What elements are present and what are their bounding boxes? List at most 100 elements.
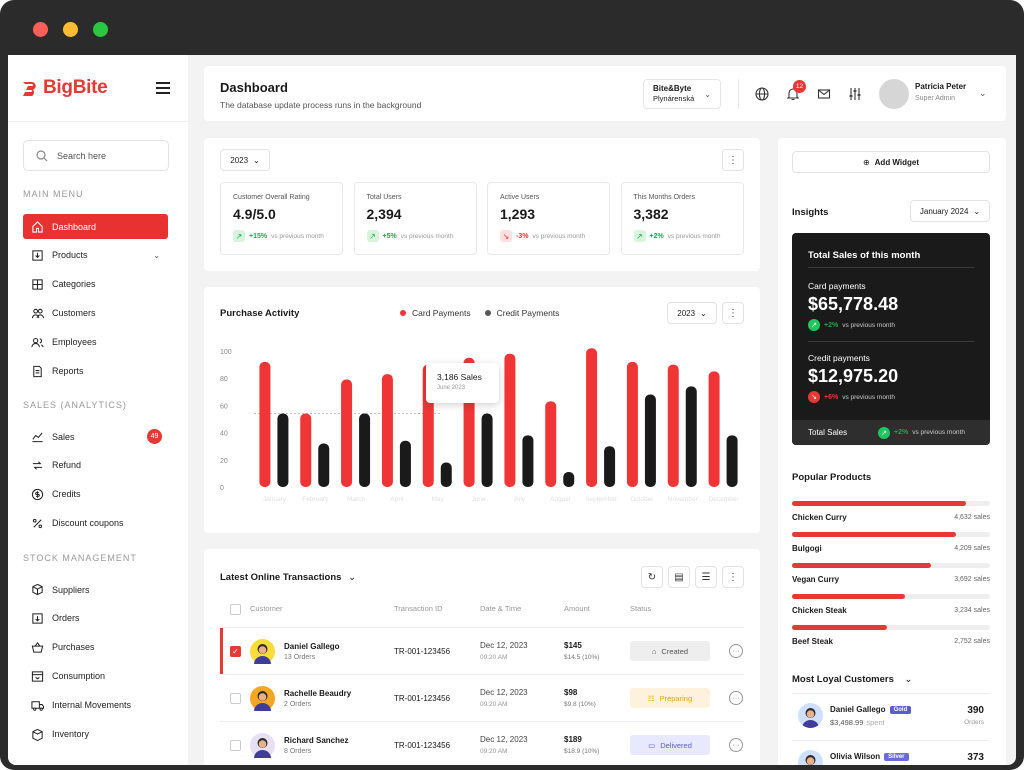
sliders-icon[interactable] xyxy=(848,87,862,101)
refresh-button[interactable]: ↻ xyxy=(641,566,663,588)
table-row[interactable]: Richard Sanchez 8 Orders TR-001-123456 Dec … xyxy=(220,721,744,765)
credit-payments-bar[interactable] xyxy=(359,413,371,487)
row-more-button[interactable]: ··· xyxy=(729,738,743,752)
purchase-more-button[interactable]: ⋮ xyxy=(722,302,744,324)
card-payments-bar[interactable] xyxy=(626,361,638,487)
credit-payments-bar[interactable] xyxy=(522,435,534,487)
popular-product-bar xyxy=(792,594,990,599)
search-input[interactable]: Search here xyxy=(57,150,107,161)
stats-year-select[interactable]: 2023 ⌄ xyxy=(220,149,270,171)
sidebar-item-refund[interactable]: Refund xyxy=(23,453,168,478)
status-label: Created xyxy=(661,646,689,656)
sidebar-item-categories[interactable]: Categories xyxy=(23,272,168,297)
popular-product-name[interactable]: Vegan Curry xyxy=(792,575,840,584)
mail-icon[interactable] xyxy=(817,87,831,101)
sidebar-item-suppliers[interactable]: Suppliers xyxy=(23,577,168,602)
user-avatar[interactable] xyxy=(879,79,909,109)
maximize-window-button[interactable] xyxy=(93,22,108,37)
row-checkbox[interactable] xyxy=(230,740,241,751)
card-payments-bar[interactable] xyxy=(341,379,353,487)
sidebar-item-purchases[interactable]: Purchases xyxy=(23,635,168,660)
table-row[interactable]: Rachelle Beaudry 2 Orders TR-001-123456 Dec… xyxy=(220,674,744,721)
chevron-down-icon[interactable]: ⌄ xyxy=(153,250,160,260)
card-payments-bar[interactable] xyxy=(586,348,598,487)
sidebar-item-discount-coupons[interactable]: Discount coupons xyxy=(23,511,168,536)
card-payments-bar[interactable] xyxy=(300,413,312,487)
card-payments-bar[interactable] xyxy=(259,361,271,487)
sidebar-item-internal-movements[interactable]: Internal Movements xyxy=(23,693,168,718)
chart-icon xyxy=(32,432,43,443)
close-window-button[interactable] xyxy=(33,22,48,37)
sidebar-section-title: STOCK MANAGEMENT xyxy=(23,553,137,563)
popular-product-name[interactable]: Beef Steak xyxy=(792,637,833,646)
minimize-window-button[interactable] xyxy=(63,22,78,37)
credit-payments-bar[interactable] xyxy=(685,386,697,487)
card-payments-bar[interactable] xyxy=(381,374,393,487)
user-menu-chevron-icon[interactable]: ⌄ xyxy=(979,88,987,98)
store-selector[interactable]: Bite&Byte Plynárenská ⌄ xyxy=(643,79,721,109)
window-controls xyxy=(33,22,108,37)
sidebar-item-customers[interactable]: Customers xyxy=(23,301,168,326)
credit-payments-bar[interactable] xyxy=(604,446,616,487)
card-payments-bar[interactable] xyxy=(667,364,679,487)
avatar xyxy=(250,733,275,758)
credit-payments-bar[interactable] xyxy=(481,413,493,487)
card-payments-bar[interactable] xyxy=(504,353,516,487)
sidebar-item-orders[interactable]: Orders xyxy=(23,606,168,631)
popular-product-name[interactable]: Chicken Curry xyxy=(792,513,847,522)
credit-payments-bar[interactable] xyxy=(440,462,452,487)
credit-payments-bar[interactable] xyxy=(277,413,289,487)
brand-logo[interactable]: BigBite xyxy=(22,77,108,99)
sidebar-item-sales[interactable]: Sales 49 xyxy=(23,424,168,449)
loyal-customer-item[interactable]: Olivia Wilson Silver 373 xyxy=(792,750,990,765)
transaction-amount-detail: $18.9 (10%) xyxy=(564,748,600,755)
stats-more-button[interactable]: ⋮ xyxy=(722,149,744,171)
sidebar-item-inventory[interactable]: Inventory xyxy=(23,722,168,747)
transactions-title[interactable]: Latest Online Transactions ⌄ xyxy=(220,572,356,583)
popular-product-name[interactable]: Bulgogi xyxy=(792,544,822,553)
transactions-more-button[interactable]: ⋮ xyxy=(722,566,744,588)
column-transaction-id[interactable]: Transaction ID xyxy=(394,604,443,613)
sidebar-item-credits[interactable]: Credits xyxy=(23,482,168,507)
chevron-down-icon: ⌄ xyxy=(348,572,357,583)
column-status[interactable]: Status xyxy=(630,604,652,613)
insights-period-select[interactable]: January 2024 ⌄ xyxy=(910,200,990,222)
column-customer[interactable]: Customer xyxy=(250,604,283,613)
sidebar-item-reports[interactable]: Reports xyxy=(23,359,168,384)
row-more-button[interactable]: ··· xyxy=(729,644,743,658)
popular-products-title: Popular Products xyxy=(792,472,872,483)
purchase-bar-chart: 0 20 40 60 80 100 January February March April May… xyxy=(220,348,739,503)
table-row[interactable]: ✓ Daniel Gallego 13 Orders TR-001-123456 Dec… xyxy=(220,627,744,675)
stat-value: 4.9/5.0 xyxy=(233,206,276,222)
credit-payments-bar[interactable] xyxy=(726,435,738,487)
column-date-time[interactable]: Date & Time xyxy=(480,604,522,613)
sidebar-item-products[interactable]: Products ⌄ xyxy=(23,243,168,268)
filter-button[interactable]: ☰ xyxy=(695,566,717,588)
card-payments-bar[interactable] xyxy=(708,371,720,487)
loyal-customer-item[interactable]: Daniel Gallego Gold $3,498.99 spent 390 Order… xyxy=(792,703,990,747)
transaction-date: Dec 12, 2023 xyxy=(480,641,528,650)
sidebar-item-employees[interactable]: Employees xyxy=(23,330,168,355)
row-checkbox[interactable]: ✓ xyxy=(230,646,241,657)
column-amount[interactable]: Amount xyxy=(564,604,590,613)
calendar-button[interactable]: ▤ xyxy=(668,566,690,588)
menu-toggle-icon[interactable] xyxy=(156,82,170,97)
search-box[interactable]: Search here xyxy=(23,140,169,171)
purchase-year-select[interactable]: 2023 ⌄ xyxy=(667,302,717,324)
loyal-customers-title[interactable]: Most Loyal Customers ⌄ xyxy=(792,674,913,685)
row-more-button[interactable]: ··· xyxy=(729,691,743,705)
globe-icon[interactable] xyxy=(755,87,769,101)
row-checkbox[interactable] xyxy=(230,693,241,704)
sidebar-item-dashboard[interactable]: Dashboard xyxy=(23,214,168,239)
add-widget-button[interactable]: ⊕ Add Widget xyxy=(792,151,990,173)
sidebar-item-consumption[interactable]: Consumption xyxy=(23,664,168,689)
sidebar-item-label: Consumption xyxy=(52,671,106,682)
credit-payments-bar[interactable] xyxy=(318,443,330,487)
credit-payments-bar[interactable] xyxy=(644,394,656,487)
credit-payments-bar[interactable] xyxy=(399,440,411,487)
popular-product-name[interactable]: Chicken Steak xyxy=(792,606,847,615)
select-all-checkbox[interactable] xyxy=(230,604,241,615)
credit-payments-bar[interactable] xyxy=(563,472,575,487)
chevron-down-icon: ⌄ xyxy=(253,155,260,165)
card-payments-bar[interactable] xyxy=(545,401,557,487)
